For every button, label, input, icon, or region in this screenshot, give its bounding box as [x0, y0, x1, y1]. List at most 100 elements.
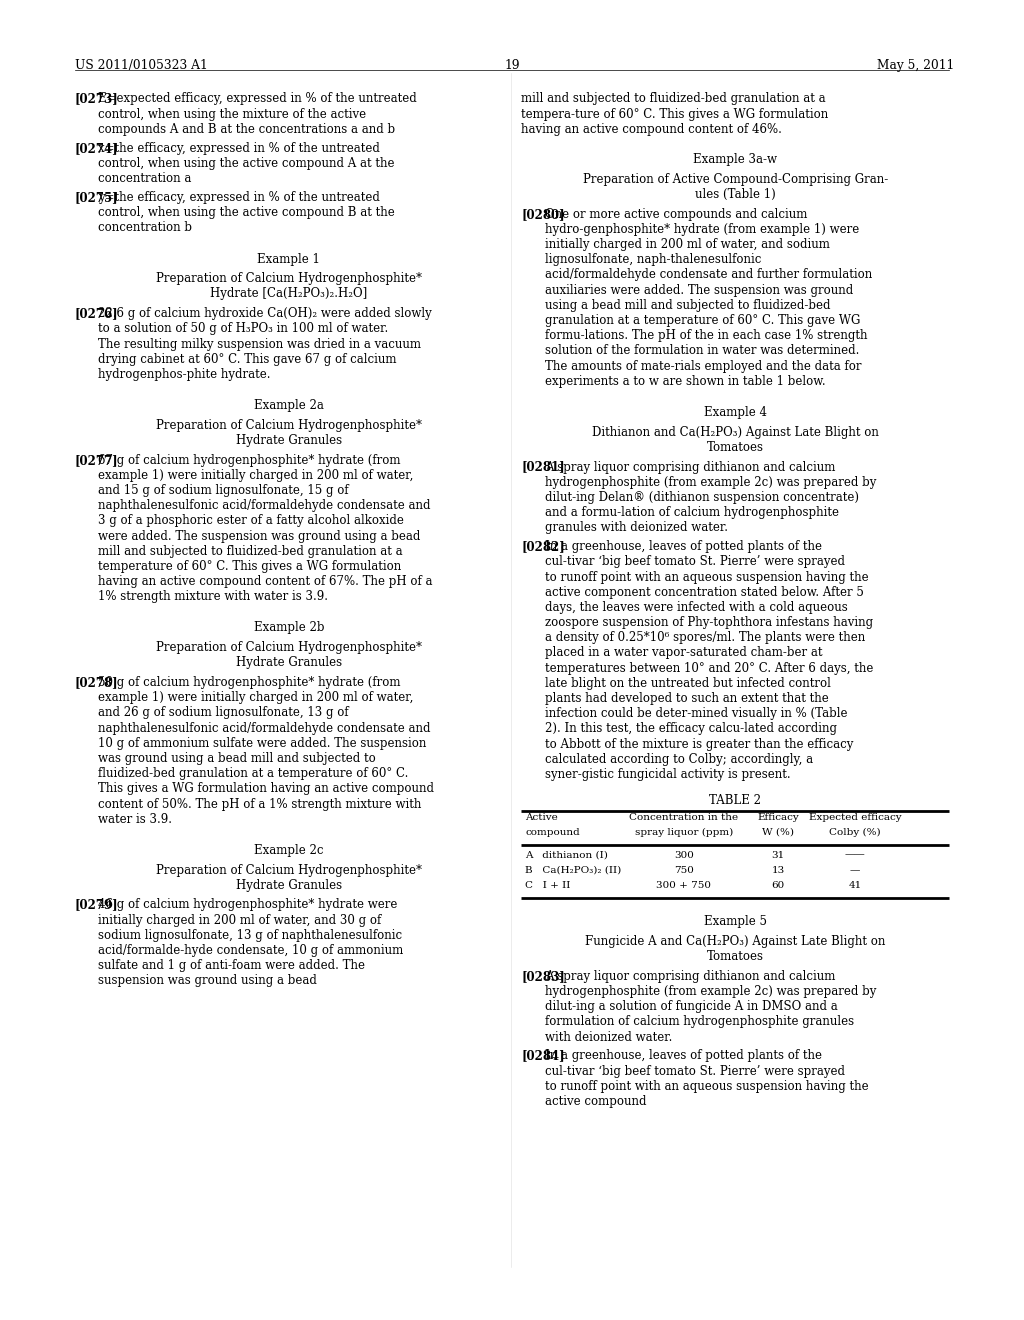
- Text: Preparation of Calcium Hydrogenphosphite*: Preparation of Calcium Hydrogenphosphite…: [156, 863, 422, 876]
- Text: content of 50%. The pH of a 1% strength mixture with: content of 50%. The pH of a 1% strength …: [98, 797, 422, 810]
- Text: plants had developed to such an extent that the: plants had developed to such an extent t…: [545, 692, 828, 705]
- Text: having an active compound content of 46%.: having an active compound content of 46%…: [521, 123, 782, 136]
- Text: sodium lignosulfonate, 13 g of naphthalenesulfonic: sodium lignosulfonate, 13 g of naphthale…: [98, 929, 402, 941]
- Text: was ground using a bead mill and subjected to: was ground using a bead mill and subject…: [98, 752, 376, 766]
- Text: Hydrate Granules: Hydrate Granules: [236, 434, 342, 447]
- Text: zoospore suspension of Phy-tophthora infestans having: zoospore suspension of Phy-tophthora inf…: [545, 616, 872, 630]
- Text: Dithianon and Ca(H₂PO₃) Against Late Blight on: Dithianon and Ca(H₂PO₃) Against Late Bli…: [592, 425, 879, 438]
- Text: compounds A and B at the concentrations a and b: compounds A and B at the concentrations …: [98, 123, 395, 136]
- Text: 13: 13: [771, 866, 784, 875]
- Text: water is 3.9.: water is 3.9.: [98, 813, 172, 826]
- Text: Tomatoes: Tomatoes: [707, 441, 764, 454]
- Text: In a greenhouse, leaves of potted plants of the: In a greenhouse, leaves of potted plants…: [545, 1049, 821, 1063]
- Text: In a greenhouse, leaves of potted plants of the: In a greenhouse, leaves of potted plants…: [545, 540, 821, 553]
- Text: 67 g of calcium hydrogenphosphite* hydrate (from: 67 g of calcium hydrogenphosphite* hydra…: [98, 454, 400, 467]
- Text: mill and subjected to fluidized-bed granulation at a: mill and subjected to fluidized-bed gran…: [98, 545, 402, 558]
- Text: concentration a: concentration a: [98, 172, 191, 185]
- Text: W (%): W (%): [762, 828, 794, 837]
- Text: This gives a WG formulation having an active compound: This gives a WG formulation having an ac…: [98, 783, 434, 796]
- Text: Example 2c: Example 2c: [254, 843, 324, 857]
- Text: suspension was ground using a bead: suspension was ground using a bead: [98, 974, 317, 987]
- Text: A spray liquor comprising dithianon and calcium: A spray liquor comprising dithianon and …: [545, 970, 836, 983]
- Text: [0274]: [0274]: [75, 141, 119, 154]
- Text: Preparation of Calcium Hydrogenphosphite*: Preparation of Calcium Hydrogenphosphite…: [156, 418, 422, 432]
- Text: One or more active compounds and calcium: One or more active compounds and calcium: [545, 207, 807, 220]
- Text: and a formu-lation of calcium hydrogenphosphite: and a formu-lation of calcium hydrogenph…: [545, 506, 839, 519]
- Text: Hydrate [Ca(H₂PO₃)₂.H₂O]: Hydrate [Ca(H₂PO₃)₂.H₂O]: [210, 288, 368, 301]
- Text: 19: 19: [504, 59, 520, 73]
- Text: naphthalenesulfonic acid/formaldehyde condensate and: naphthalenesulfonic acid/formaldehyde co…: [98, 499, 431, 512]
- Text: 1% strength mixture with water is 3.9.: 1% strength mixture with water is 3.9.: [98, 590, 329, 603]
- Text: 3 g of a phosphoric ester of a fatty alcohol alkoxide: 3 g of a phosphoric ester of a fatty alc…: [98, 515, 404, 528]
- Text: initially charged in 200 ml of water, and 30 g of: initially charged in 200 ml of water, an…: [98, 913, 382, 927]
- Text: —: —: [850, 866, 860, 875]
- Text: US 2011/0105323 A1: US 2011/0105323 A1: [75, 59, 208, 73]
- Text: Example 2b: Example 2b: [254, 622, 324, 635]
- Text: A spray liquor comprising dithianon and calcium: A spray liquor comprising dithianon and …: [545, 461, 836, 474]
- Text: ——: ——: [845, 850, 865, 859]
- Text: acid/formaldehyde condensate and further formulation: acid/formaldehyde condensate and further…: [545, 268, 872, 281]
- Text: 50 g of calcium hydrogenphosphite* hydrate (from: 50 g of calcium hydrogenphosphite* hydra…: [98, 676, 400, 689]
- Text: [0281]: [0281]: [521, 461, 565, 474]
- Text: 60: 60: [771, 880, 784, 890]
- Text: E=expected efficacy, expressed in % of the untreated: E=expected efficacy, expressed in % of t…: [98, 92, 417, 106]
- Text: x=the efficacy, expressed in % of the untreated: x=the efficacy, expressed in % of the un…: [98, 141, 380, 154]
- Text: calculated according to Colby; accordingly, a: calculated according to Colby; according…: [545, 752, 813, 766]
- Text: a density of 0.25*10⁶ spores/ml. The plants were then: a density of 0.25*10⁶ spores/ml. The pla…: [545, 631, 865, 644]
- Text: Preparation of Active Compound-Comprising Gran-: Preparation of Active Compound-Comprisin…: [583, 173, 888, 186]
- Text: cul-tivar ‘big beef tomato St. Pierre’ were sprayed: cul-tivar ‘big beef tomato St. Pierre’ w…: [545, 1065, 845, 1077]
- Text: lignosulfonate, naph-thalenesulfonic: lignosulfonate, naph-thalenesulfonic: [545, 253, 761, 267]
- Text: [0280]: [0280]: [521, 207, 565, 220]
- Text: using a bead mill and subjected to fluidized-bed: using a bead mill and subjected to fluid…: [545, 298, 830, 312]
- Text: 750: 750: [674, 866, 694, 875]
- Text: Fungicide A and Ca(H₂PO₃) Against Late Blight on: Fungicide A and Ca(H₂PO₃) Against Late B…: [585, 935, 886, 948]
- Text: granulation at a temperature of 60° C. This gave WG: granulation at a temperature of 60° C. T…: [545, 314, 860, 327]
- Text: B   Ca(H₂PO₃)₂ (II): B Ca(H₂PO₃)₂ (II): [525, 866, 622, 875]
- Text: with deionized water.: with deionized water.: [545, 1031, 672, 1044]
- Text: dilut-ing Delan® (dithianon suspension concentrate): dilut-ing Delan® (dithianon suspension c…: [545, 491, 859, 504]
- Text: mill and subjected to fluidized-bed granulation at a: mill and subjected to fluidized-bed gran…: [521, 92, 825, 106]
- Text: Preparation of Calcium Hydrogenphosphite*: Preparation of Calcium Hydrogenphosphite…: [156, 272, 422, 285]
- Text: control, when using the active compound A at the: control, when using the active compound …: [98, 157, 395, 170]
- Text: 46 g of calcium hydrogenphosphite* hydrate were: 46 g of calcium hydrogenphosphite* hydra…: [98, 899, 397, 911]
- Text: hydro-genphosphite* hydrate (from example 1) were: hydro-genphosphite* hydrate (from exampl…: [545, 223, 859, 236]
- Text: [0275]: [0275]: [75, 191, 119, 205]
- Text: 300: 300: [674, 850, 694, 859]
- Text: Example 1: Example 1: [257, 252, 321, 265]
- Text: to Abbott of the mixture is greater than the efficacy: to Abbott of the mixture is greater than…: [545, 738, 853, 751]
- Text: formulation of calcium hydrogenphosphite granules: formulation of calcium hydrogenphosphite…: [545, 1015, 854, 1028]
- Text: concentration b: concentration b: [98, 222, 193, 235]
- Text: naphthalenesulfonic acid/formaldehyde condensate and: naphthalenesulfonic acid/formaldehyde co…: [98, 722, 431, 735]
- Text: Hydrate Granules: Hydrate Granules: [236, 879, 342, 892]
- Text: C   I + II: C I + II: [525, 880, 570, 890]
- Text: solution of the formulation in water was determined.: solution of the formulation in water was…: [545, 345, 859, 358]
- Text: temperature of 60° C. This gives a WG formulation: temperature of 60° C. This gives a WG fo…: [98, 560, 401, 573]
- Text: to runoff point with an aqueous suspension having the: to runoff point with an aqueous suspensi…: [545, 570, 868, 583]
- Text: 300 + 750: 300 + 750: [656, 880, 712, 890]
- Text: syner-gistic fungicidal activity is present.: syner-gistic fungicidal activity is pres…: [545, 768, 791, 781]
- Text: active component concentration stated below. After 5: active component concentration stated be…: [545, 586, 863, 599]
- Text: example 1) were initially charged in 200 ml of water,: example 1) were initially charged in 200…: [98, 692, 414, 705]
- Text: Colby (%): Colby (%): [829, 828, 881, 837]
- Text: y=the efficacy, expressed in % of the untreated: y=the efficacy, expressed in % of the un…: [98, 191, 380, 205]
- Text: [0283]: [0283]: [521, 970, 565, 983]
- Text: 22.6 g of calcium hydroxide Ca(OH)₂ were added slowly: 22.6 g of calcium hydroxide Ca(OH)₂ were…: [98, 308, 432, 321]
- Text: days, the leaves were infected with a cold aqueous: days, the leaves were infected with a co…: [545, 601, 848, 614]
- Text: [0279]: [0279]: [75, 899, 119, 911]
- Text: A   dithianon (I): A dithianon (I): [525, 850, 608, 859]
- Text: were added. The suspension was ground using a bead: were added. The suspension was ground us…: [98, 529, 421, 543]
- Text: 41: 41: [849, 880, 862, 890]
- Text: Example 2a: Example 2a: [254, 399, 324, 412]
- Text: Expected efficacy: Expected efficacy: [809, 813, 901, 822]
- Text: [0273]: [0273]: [75, 92, 119, 106]
- Text: auxiliaries were added. The suspension was ground: auxiliaries were added. The suspension w…: [545, 284, 853, 297]
- Text: to a solution of 50 g of H₃PO₃ in 100 ml of water.: to a solution of 50 g of H₃PO₃ in 100 ml…: [98, 322, 388, 335]
- Text: acid/formalde-hyde condensate, 10 g of ammonium: acid/formalde-hyde condensate, 10 g of a…: [98, 944, 403, 957]
- Text: Example 4: Example 4: [703, 405, 767, 418]
- Text: and 26 g of sodium lignosulfonate, 13 g of: and 26 g of sodium lignosulfonate, 13 g …: [98, 706, 349, 719]
- Text: experiments a to w are shown in table 1 below.: experiments a to w are shown in table 1 …: [545, 375, 825, 388]
- Text: initially charged in 200 ml of water, and sodium: initially charged in 200 ml of water, an…: [545, 238, 829, 251]
- Text: hydrogenphosphite (from example 2c) was prepared by: hydrogenphosphite (from example 2c) was …: [545, 475, 877, 488]
- Text: Concentration in the: Concentration in the: [630, 813, 738, 822]
- Text: example 1) were initially charged in 200 ml of water,: example 1) were initially charged in 200…: [98, 469, 414, 482]
